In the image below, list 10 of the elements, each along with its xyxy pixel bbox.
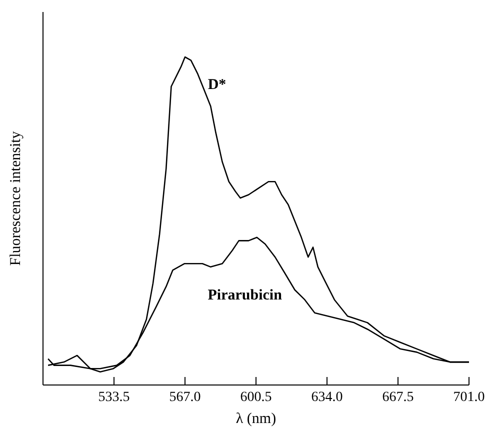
x-axis-title: λ (nm): [236, 411, 276, 427]
x-tick-label: 600.5: [240, 390, 272, 405]
x-tick-label: 667.5: [382, 390, 414, 405]
series-label: Pirarubicin: [208, 287, 283, 304]
y-axis-title: Fluorescence intensity: [8, 130, 24, 266]
x-tick-label: 634.0: [311, 390, 343, 405]
x-tick-label: 533.5: [98, 390, 130, 405]
x-tick-label: 567.0: [169, 390, 201, 405]
series-label: D*: [208, 77, 226, 93]
x-tick-label: 701.0: [453, 390, 485, 405]
